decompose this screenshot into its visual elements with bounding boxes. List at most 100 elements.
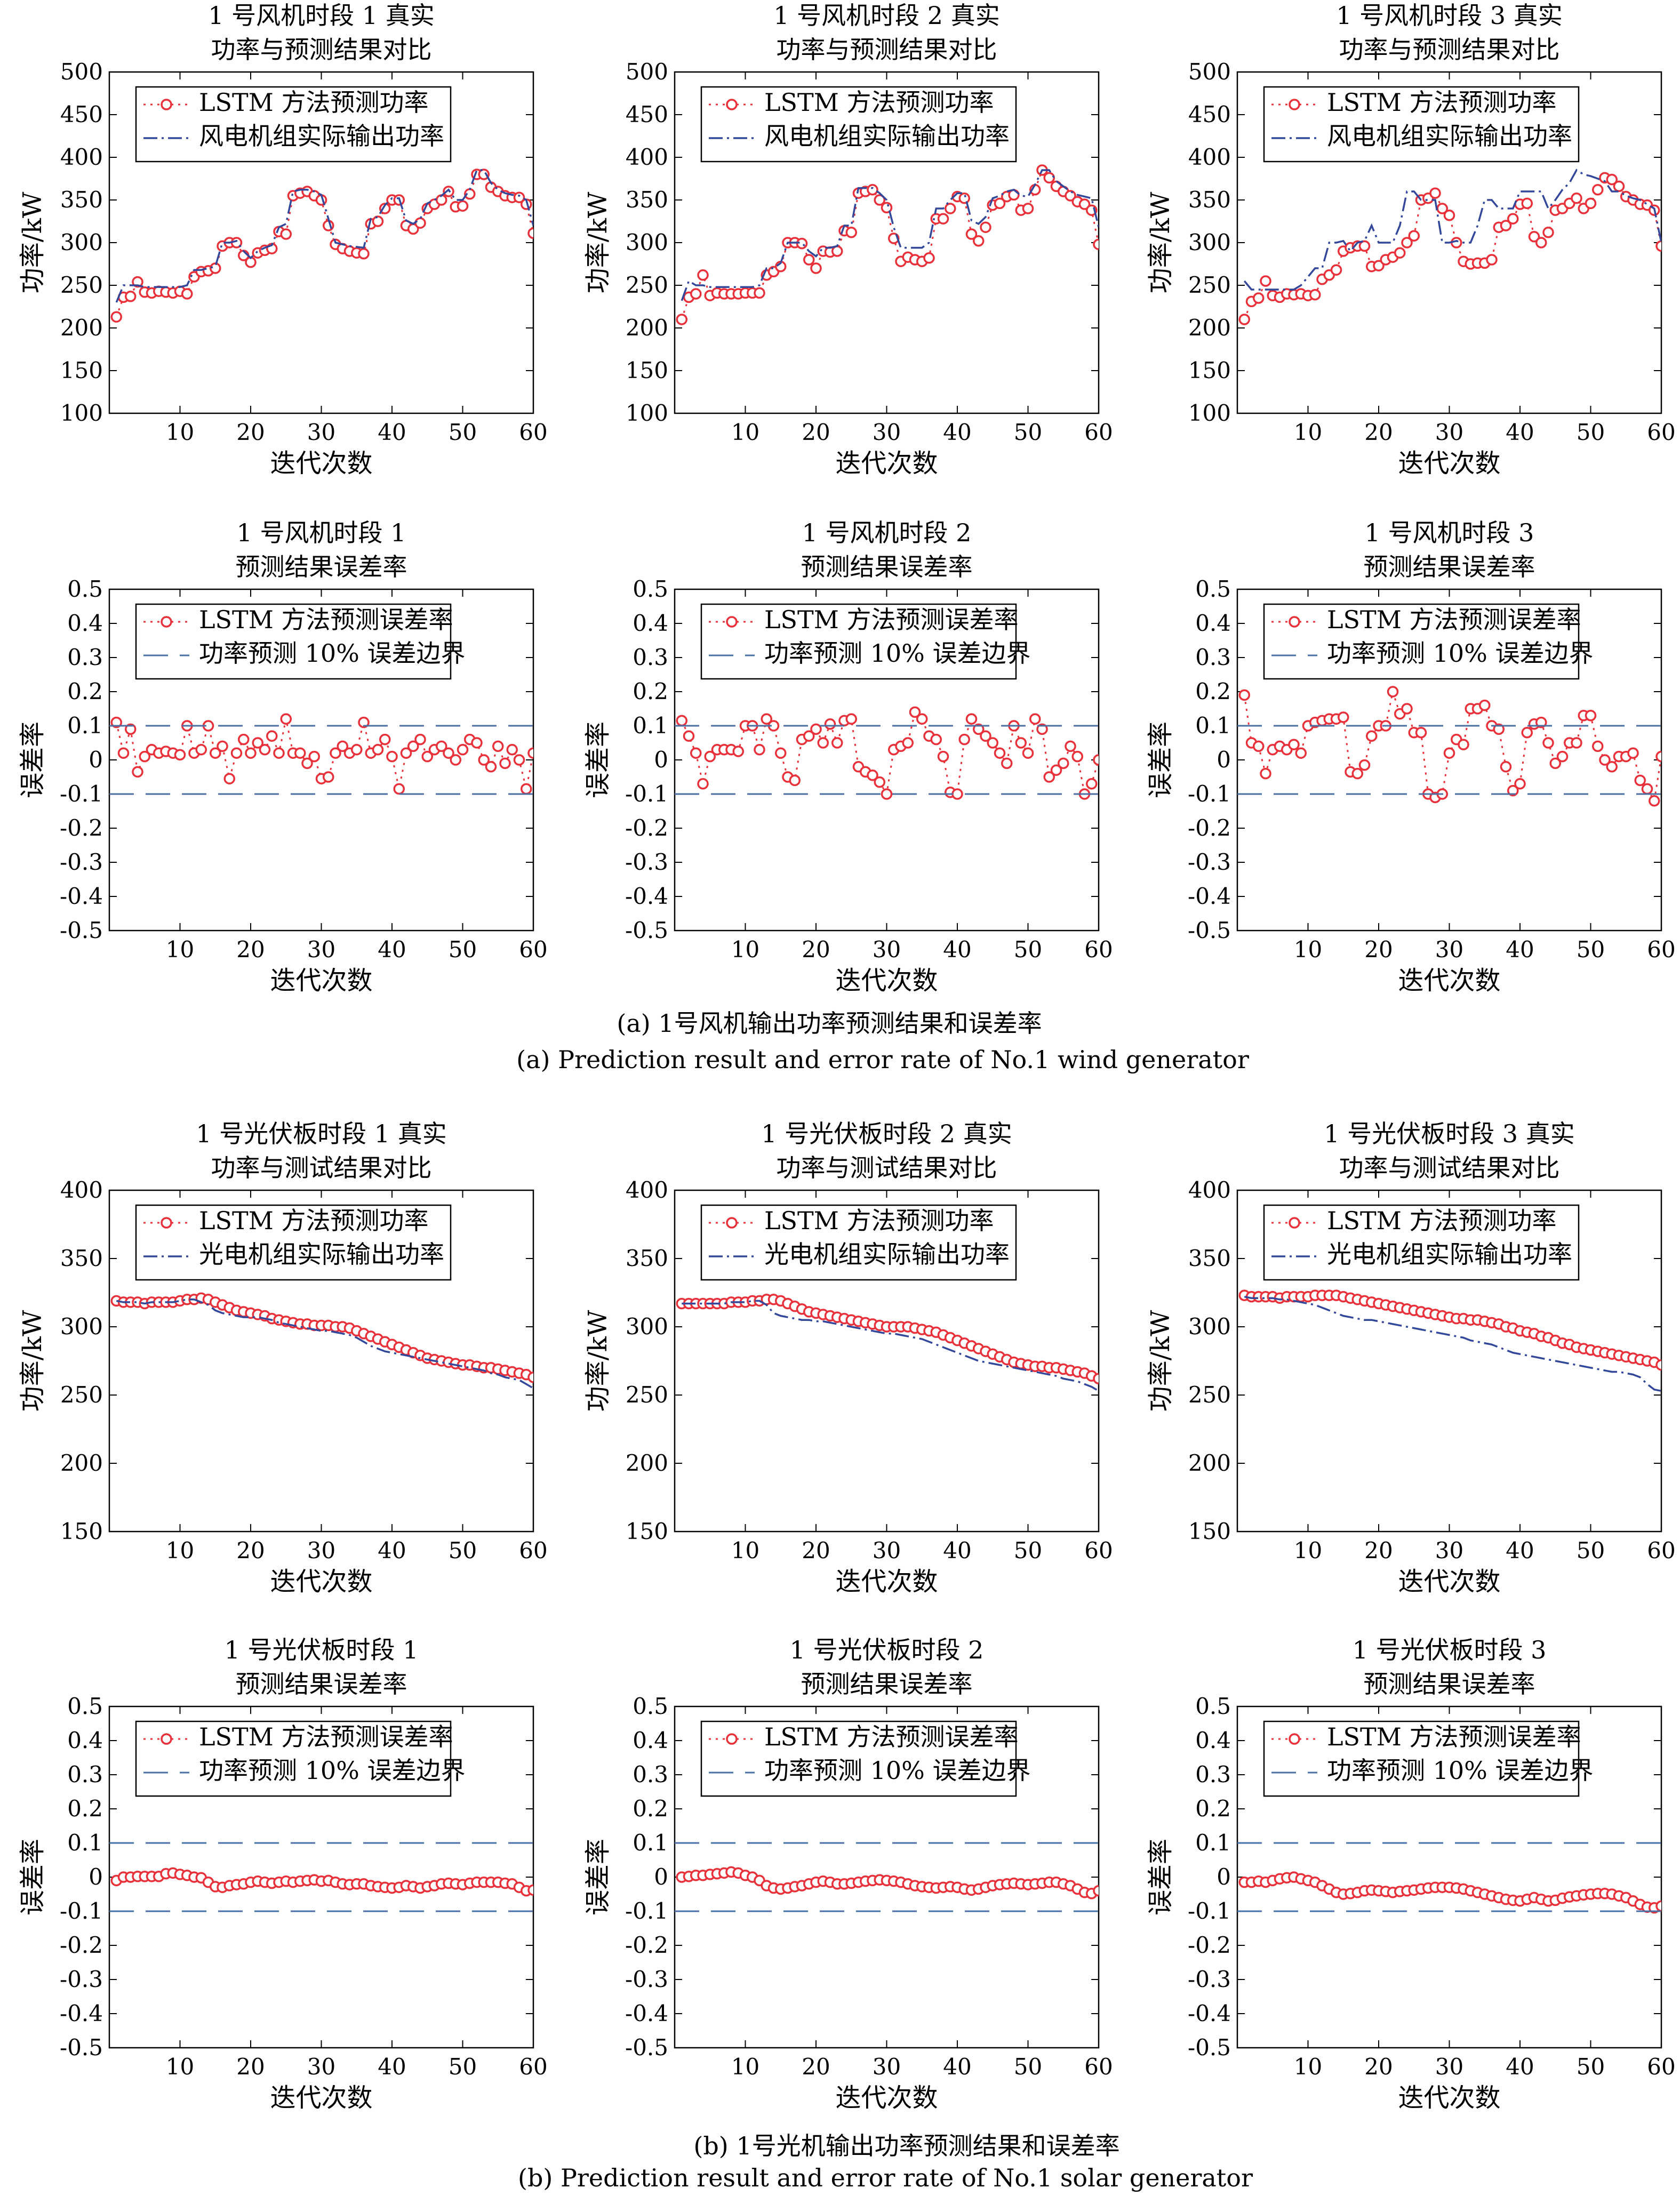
chart-title-line-1: 1 号光伏板时段 2 (790, 1636, 984, 1664)
x-tick-label: 60 (519, 2054, 547, 2080)
y-tick-label: 0.5 (1195, 1693, 1231, 1719)
y-tick-label: 0.2 (1195, 678, 1231, 704)
x-tick-label: 60 (1084, 936, 1113, 963)
prediction-point (690, 747, 702, 759)
prediction-point (1078, 198, 1091, 210)
actual-power-line (116, 1299, 533, 1389)
prediction-point (1351, 767, 1363, 780)
y-tick-label: -0.1 (60, 781, 103, 807)
x-tick-label: 60 (519, 1537, 547, 1564)
y-tick-label: 0.4 (633, 1727, 668, 1753)
prediction-point (958, 733, 970, 746)
x-tick-label: 20 (1364, 1537, 1393, 1564)
prediction-point (824, 718, 836, 730)
chart-title-line-2: 功率与测试结果对比 (1339, 1153, 1560, 1182)
y-tick-label: 300 (626, 1313, 668, 1340)
y-tick-label: -0.3 (60, 849, 103, 875)
prediction-point (937, 750, 949, 763)
prediction-point (690, 288, 702, 300)
prediction-point (414, 217, 426, 229)
prediction-point (867, 184, 878, 196)
y-tick-label: 0.3 (1195, 1761, 1231, 1788)
plot-area (110, 169, 533, 323)
legend-swatch-prediction-marker (161, 99, 172, 110)
chart-title-line-2: 预测结果误差率 (801, 552, 973, 581)
prediction-point (1001, 757, 1013, 770)
y-tick-label: 150 (626, 357, 668, 383)
x-tick-label: 40 (378, 1537, 406, 1564)
prediction-point (1443, 747, 1455, 759)
y-tick-label: 350 (60, 187, 103, 213)
y-axis-label: 误差率 (18, 722, 47, 798)
y-tick-label: -0.4 (1188, 883, 1231, 909)
prediction-point (732, 746, 744, 757)
prediction-point (951, 788, 963, 800)
prediction-point (1260, 275, 1271, 287)
x-tick-label: 30 (873, 936, 901, 963)
y-tick-label: 300 (1188, 229, 1231, 255)
panels: 1 号风机时段 1 真实功率与预测结果对比1001502002503003504… (18, 1, 1676, 2113)
y-tick-label: 250 (1188, 1382, 1231, 1408)
legend-label: LSTM 方法预测误差率 (764, 605, 1018, 634)
x-tick-label: 60 (1084, 2054, 1113, 2080)
chart-panel-6: 1 号风机时段 3 预测结果误差率 -0.5 -0.4 -0.3 -0.2 -0.1 0 0.1… (1146, 518, 1676, 996)
legend-label: 光电机组实际输出功率 (199, 1240, 444, 1269)
prediction-point (994, 197, 1006, 210)
y-axis-label: 功率/kW (1146, 191, 1175, 293)
y-tick-label: 0.3 (633, 1761, 668, 1788)
legend-label: LSTM 方法预测功率 (1327, 88, 1556, 117)
x-axis-label: 迭代次数 (1398, 1567, 1500, 1597)
y-axis-label: 误差率 (583, 1839, 613, 1916)
y-tick-label: 150 (626, 1518, 668, 1544)
y-tick-label: 450 (626, 101, 668, 127)
prediction-point (1065, 190, 1076, 202)
prediction-point (527, 1371, 533, 1383)
x-tick-label: 60 (1647, 419, 1675, 445)
prediction-point (301, 757, 313, 770)
prediction-point (1387, 686, 1399, 698)
y-tick-label: 350 (1188, 1245, 1231, 1271)
y-tick-label: 200 (626, 1450, 668, 1476)
x-tick-label: 50 (449, 2054, 477, 2080)
prediction-point (450, 754, 461, 766)
prediction-point (1556, 750, 1569, 763)
actual-power-line (682, 1300, 1099, 1392)
prediction-point (280, 228, 292, 240)
prediction-point (1634, 774, 1646, 787)
prediction-point (379, 733, 391, 746)
y-tick-label: 450 (60, 101, 103, 127)
chart-title-line-2: 功率与预测结果对比 (1339, 35, 1560, 64)
prediction-point (139, 750, 150, 763)
prediction-point (1599, 754, 1611, 766)
chart-title-line-1: 1 号光伏板时段 3 (1353, 1636, 1547, 1664)
caption-a-cn: (a) 1号风机输出功率预测结果和误差率 (617, 1009, 1042, 1038)
prediction-point (1086, 778, 1098, 790)
y-tick-label: 0.3 (1195, 644, 1231, 670)
y-tick-label: 0.1 (633, 712, 668, 739)
x-tick-label: 30 (1435, 2054, 1463, 2080)
plot-area (676, 1294, 1099, 1392)
prediction-point (965, 713, 978, 725)
legend-box (700, 603, 1017, 680)
y-tick-label: 0.5 (633, 1693, 668, 1719)
x-tick-label: 30 (307, 2054, 335, 2080)
legend-label: 功率预测 10% 误差边界 (1327, 639, 1594, 668)
prediction-point (238, 733, 250, 746)
legend-swatch-prediction-marker (726, 616, 738, 628)
prediction-point (845, 227, 857, 238)
prediction-point (1655, 750, 1661, 763)
x-tick-label: 50 (1577, 936, 1605, 963)
prediction-point (273, 747, 285, 759)
y-tick-label: -0.3 (1188, 1966, 1231, 1992)
legend-label: 功率预测 10% 误差边界 (764, 1756, 1031, 1785)
y-tick-label: 250 (626, 272, 668, 298)
prediction-point (1050, 764, 1062, 776)
y-tick-label: 0.1 (67, 712, 103, 739)
x-tick-label: 20 (236, 2054, 265, 2080)
prediction-point (527, 227, 533, 239)
x-tick-label: 20 (236, 936, 265, 963)
prediction-point (210, 747, 221, 759)
y-tick-label: 250 (1188, 272, 1231, 298)
legend-label: 光电机组实际输出功率 (764, 1240, 1010, 1269)
chart-title-line-2: 预测结果误差率 (236, 552, 407, 581)
